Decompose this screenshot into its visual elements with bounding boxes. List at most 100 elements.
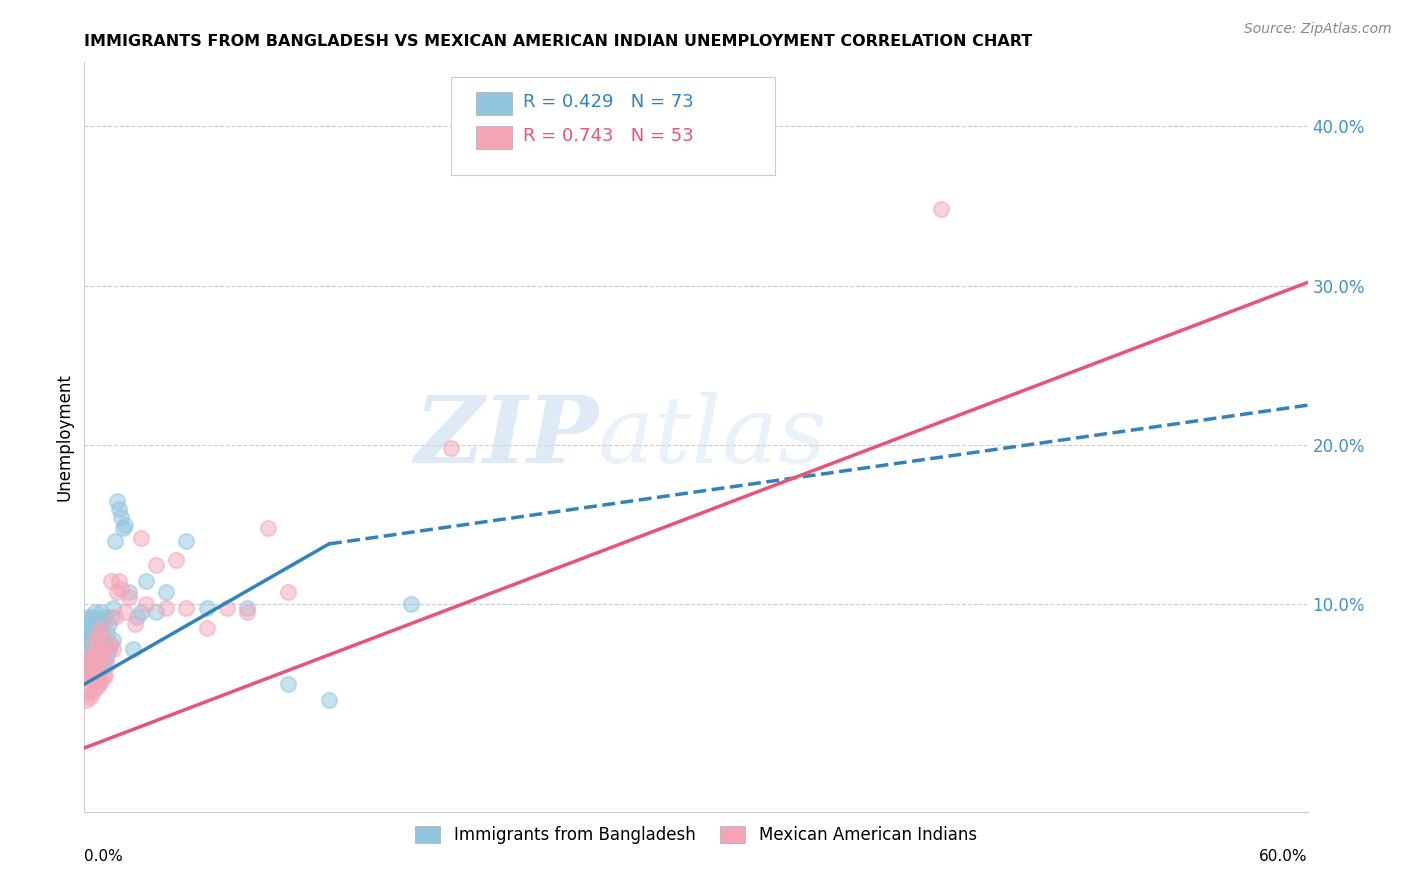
- Point: [97, 616, 120, 631]
- Point: [90, 648, 112, 663]
- Text: Source: ZipAtlas.com: Source: ZipAtlas.com: [1244, 22, 1392, 37]
- Point: [87, 626, 110, 640]
- Point: [77, 610, 100, 624]
- Point: [77, 642, 100, 657]
- Point: [75, 629, 97, 643]
- Point: [174, 600, 197, 615]
- Point: [82, 639, 104, 653]
- Point: [108, 574, 131, 588]
- Point: [277, 677, 299, 691]
- Point: [79, 658, 101, 673]
- Point: [236, 600, 259, 615]
- Point: [87, 677, 110, 691]
- Point: [110, 582, 132, 596]
- Text: R = 0.429   N = 73: R = 0.429 N = 73: [523, 93, 695, 112]
- Bar: [475, 93, 513, 115]
- Point: [318, 693, 340, 707]
- Point: [82, 610, 104, 624]
- Point: [131, 606, 153, 620]
- Point: [77, 632, 100, 647]
- Point: [83, 645, 105, 659]
- Point: [90, 673, 112, 688]
- Point: [257, 521, 280, 535]
- Point: [90, 606, 112, 620]
- Point: [174, 533, 197, 548]
- Point: [91, 614, 114, 628]
- Point: [77, 665, 100, 679]
- Point: [145, 606, 167, 620]
- Point: [93, 636, 115, 650]
- Point: [83, 606, 105, 620]
- Point: [77, 621, 100, 635]
- Point: [97, 636, 120, 650]
- Point: [86, 681, 108, 695]
- Point: [399, 598, 422, 612]
- FancyBboxPatch shape: [451, 78, 776, 175]
- Text: R = 0.743   N = 53: R = 0.743 N = 53: [523, 127, 695, 145]
- Point: [112, 521, 135, 535]
- Text: 0.0%: 0.0%: [84, 849, 124, 864]
- Point: [79, 690, 101, 704]
- Point: [82, 665, 104, 679]
- Point: [145, 558, 167, 572]
- Point: [105, 584, 128, 599]
- Point: [77, 648, 100, 663]
- Y-axis label: Unemployment: Unemployment: [55, 373, 73, 501]
- Point: [108, 501, 131, 516]
- Point: [110, 509, 132, 524]
- Point: [86, 658, 108, 673]
- Point: [86, 658, 108, 673]
- Point: [87, 636, 110, 650]
- Point: [87, 614, 110, 628]
- Point: [96, 626, 118, 640]
- Point: [82, 648, 104, 663]
- Point: [93, 669, 115, 683]
- Legend: Immigrants from Bangladesh, Mexican American Indians: Immigrants from Bangladesh, Mexican Amer…: [406, 817, 986, 852]
- Point: [90, 661, 112, 675]
- Point: [122, 642, 145, 657]
- Point: [105, 493, 128, 508]
- Point: [124, 616, 146, 631]
- Point: [83, 648, 105, 663]
- Point: [91, 658, 114, 673]
- Point: [79, 626, 101, 640]
- Point: [83, 673, 105, 688]
- Point: [91, 669, 114, 683]
- Text: 60.0%: 60.0%: [1260, 849, 1308, 864]
- Text: ZIP: ZIP: [413, 392, 598, 482]
- Point: [87, 665, 110, 679]
- Point: [155, 600, 177, 615]
- Point: [87, 653, 110, 667]
- Point: [79, 669, 101, 683]
- Point: [75, 693, 97, 707]
- Point: [217, 600, 239, 615]
- Point: [97, 642, 120, 657]
- Point: [87, 651, 110, 665]
- Point: [82, 685, 104, 699]
- Point: [100, 574, 122, 588]
- Point: [929, 202, 952, 216]
- Point: [82, 626, 104, 640]
- Point: [118, 584, 141, 599]
- Point: [79, 665, 101, 679]
- Point: [440, 442, 463, 456]
- Point: [82, 661, 104, 675]
- Point: [93, 653, 115, 667]
- Point: [96, 658, 118, 673]
- Point: [277, 584, 299, 599]
- Point: [83, 669, 105, 683]
- Point: [118, 590, 141, 604]
- Point: [236, 606, 259, 620]
- Point: [75, 677, 97, 691]
- Point: [83, 632, 105, 647]
- Point: [83, 665, 105, 679]
- Point: [77, 653, 100, 667]
- Point: [83, 632, 105, 647]
- Point: [90, 645, 112, 659]
- Point: [155, 584, 177, 599]
- Bar: [475, 126, 513, 149]
- Point: [75, 658, 97, 673]
- Point: [86, 639, 108, 653]
- Point: [101, 632, 124, 647]
- Point: [131, 531, 153, 545]
